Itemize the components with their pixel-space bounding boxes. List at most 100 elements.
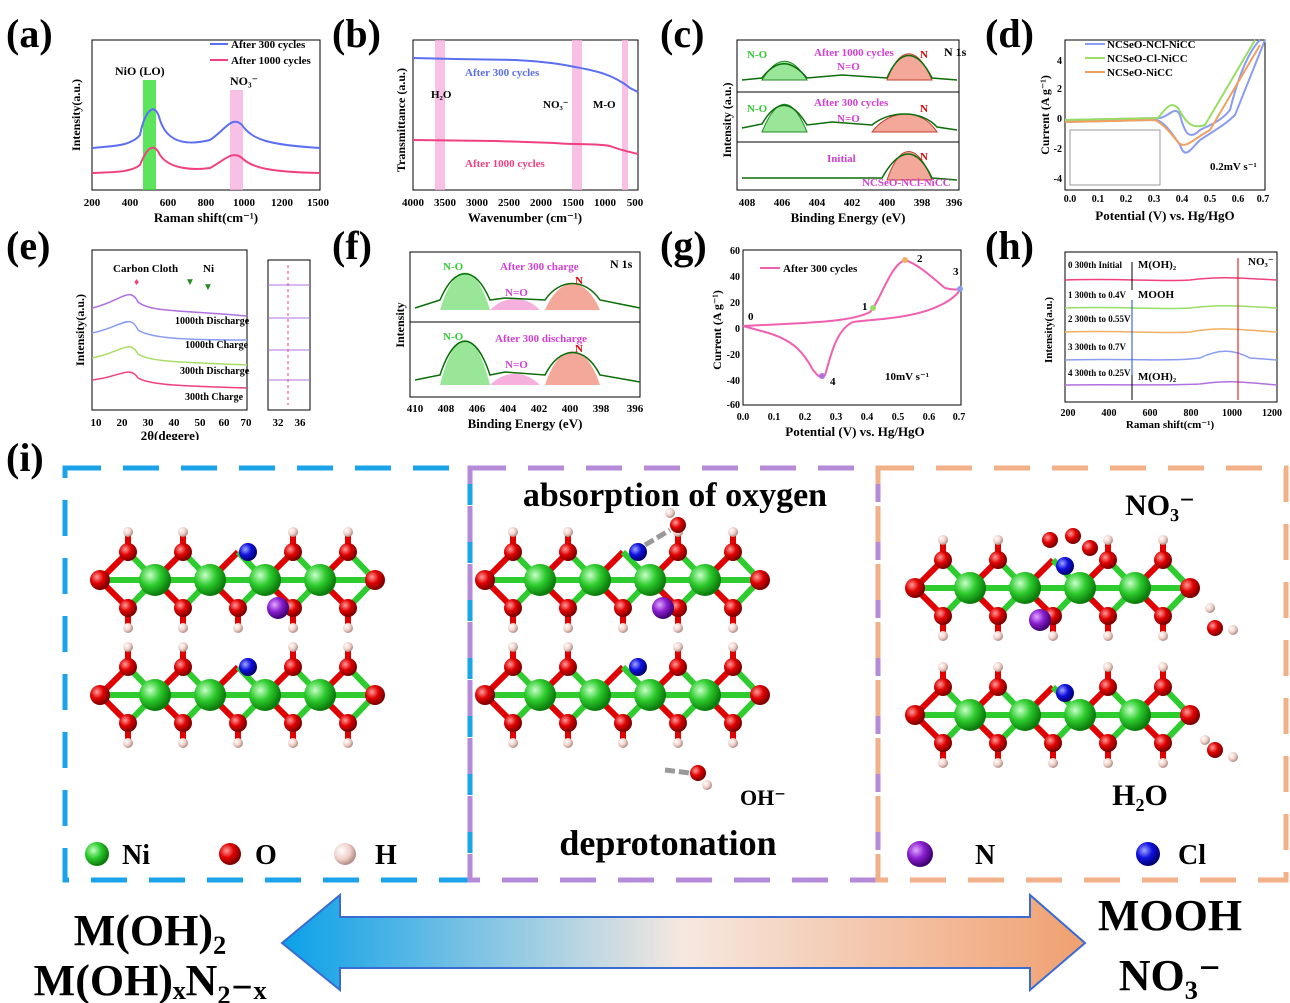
curve-label-1000: After 1000 cycles bbox=[465, 158, 546, 170]
structure-right-top bbox=[905, 528, 1238, 641]
structure-right-bottom bbox=[905, 662, 1238, 768]
svg-text:N: N bbox=[575, 275, 583, 287]
svg-text:408: 408 bbox=[438, 403, 455, 415]
svg-text:H: H bbox=[375, 840, 397, 871]
svg-text:N-O: N-O bbox=[443, 261, 464, 273]
panel-label-c: (c) bbox=[660, 14, 704, 54]
svg-text:402: 402 bbox=[844, 197, 861, 209]
absorption-label: absorption of oxygen bbox=[523, 477, 827, 514]
svg-text:3: 3 bbox=[953, 266, 959, 278]
panel-h-raman: 0 300th Initial 1 300th to 0.4V 2 300th … bbox=[1040, 240, 1285, 430]
svg-text:N 1s: N 1s bbox=[944, 45, 967, 59]
h2o-label: H₂O bbox=[1112, 779, 1168, 812]
x-ticks: 4000 3500 3000 2500 2000 1500 1000 500 bbox=[402, 197, 644, 209]
svg-text:200: 200 bbox=[84, 197, 101, 209]
svg-text:40: 40 bbox=[730, 272, 740, 283]
svg-text:398: 398 bbox=[593, 403, 610, 415]
svg-text:NO₃⁻: NO₃⁻ bbox=[1248, 256, 1274, 268]
legend-1000: After 1000 cycles bbox=[231, 55, 312, 67]
raman-curve-300 bbox=[92, 109, 320, 148]
svg-text:♦: ♦ bbox=[134, 277, 139, 288]
svg-text:10: 10 bbox=[91, 417, 103, 429]
svg-text:0.4: 0.4 bbox=[1176, 194, 1189, 205]
panel-f-xps: N-O After 300 charge N=O N N 1s N-O Afte… bbox=[395, 240, 655, 440]
y-axis-label: Transmittance (a.u.) bbox=[395, 68, 408, 172]
svg-text:0.1: 0.1 bbox=[1092, 194, 1105, 205]
svg-text:300th Discharge: 300th Discharge bbox=[180, 366, 250, 377]
svg-text:4: 4 bbox=[1057, 56, 1062, 67]
svg-text:0.6: 0.6 bbox=[923, 412, 936, 423]
svg-text:1 300th to 0.4V: 1 300th to 0.4V bbox=[1068, 290, 1126, 300]
svg-text:▼: ▼ bbox=[185, 277, 195, 288]
x-axis-label: Binding Energy (eV) bbox=[791, 210, 906, 225]
ann-mo: M-O bbox=[593, 99, 616, 111]
svg-text:N: N bbox=[920, 49, 928, 61]
svg-text:0.5: 0.5 bbox=[892, 412, 905, 423]
carbon-cloth-label: Carbon Cloth bbox=[113, 263, 178, 275]
svg-text:N=O: N=O bbox=[505, 287, 528, 299]
y-axis-label: Current (A g⁻¹) bbox=[710, 290, 724, 370]
svg-text:2: 2 bbox=[1057, 84, 1062, 95]
svg-text:1500: 1500 bbox=[562, 197, 585, 209]
svg-text:M(OH)₂: M(OH)₂ bbox=[1138, 371, 1177, 383]
right-label-2: NO₃⁻ bbox=[1119, 951, 1221, 1000]
svg-text:0.7: 0.7 bbox=[953, 412, 966, 423]
svg-text:32: 32 bbox=[273, 417, 285, 429]
svg-text:Current (A g⁻¹): Current (A g⁻¹) bbox=[1040, 75, 1052, 155]
svg-text:0.5: 0.5 bbox=[1204, 194, 1217, 205]
svg-text:NCSeO-NiCC: NCSeO-NiCC bbox=[1107, 67, 1173, 79]
svg-text:406: 406 bbox=[774, 197, 791, 209]
svg-text:2: 2 bbox=[917, 253, 923, 265]
x-ticks: 0.0 0.1 0.2 0.3 0.4 0.5 0.6 0.7 bbox=[737, 412, 966, 423]
left-label-2: M(OH)ₓN₂₋ₓ bbox=[34, 956, 267, 1003]
svg-text:4 300th to 0.25V: 4 300th to 0.25V bbox=[1068, 368, 1131, 378]
ftir-curve-1000 bbox=[413, 140, 638, 154]
svg-text:20: 20 bbox=[117, 417, 129, 429]
svg-text:800: 800 bbox=[1184, 408, 1199, 419]
svg-text:NCSeO-Cl-NiCC: NCSeO-Cl-NiCC bbox=[1107, 53, 1188, 65]
svg-text:N=O: N=O bbox=[837, 61, 860, 73]
svg-text:After 300 discharge: After 300 discharge bbox=[495, 333, 587, 345]
curve-label-300: After 300 cycles bbox=[465, 67, 540, 79]
svg-text:N=O: N=O bbox=[837, 113, 860, 125]
x-axis-label: Potential (V) vs. Hg/HgO bbox=[785, 424, 924, 439]
svg-text:400: 400 bbox=[562, 403, 579, 415]
svg-text:1200: 1200 bbox=[271, 197, 294, 209]
right-label-1: MOOH bbox=[1098, 891, 1242, 940]
x-ticks: 410 408 406 404 402 400 398 396 bbox=[407, 403, 644, 415]
svg-text:0.0: 0.0 bbox=[1064, 194, 1077, 205]
svg-text:1: 1 bbox=[862, 301, 868, 313]
svg-text:70: 70 bbox=[241, 417, 253, 429]
nio-band bbox=[143, 80, 156, 190]
no3-label-top: NO₃⁻ bbox=[1125, 489, 1195, 522]
svg-text:-4: -4 bbox=[1054, 174, 1062, 185]
x-axis-label: Binding Energy (eV) bbox=[468, 416, 583, 431]
svg-text:N 1s: N 1s bbox=[610, 257, 633, 271]
svg-text:404: 404 bbox=[500, 403, 517, 415]
y-axis-label: Intensity (a.u.) bbox=[722, 82, 734, 157]
svg-text:600: 600 bbox=[1143, 408, 1158, 419]
svg-text:400: 400 bbox=[1102, 408, 1117, 419]
svg-text:1000th Discharge: 1000th Discharge bbox=[175, 316, 250, 327]
svg-text:60: 60 bbox=[219, 417, 231, 429]
x-axis-label: 2θ(degere) bbox=[141, 428, 200, 440]
svg-text:Ni: Ni bbox=[203, 263, 214, 275]
svg-text:0: 0 bbox=[748, 311, 754, 323]
svg-text:396: 396 bbox=[627, 403, 644, 415]
svg-text:▼: ▼ bbox=[203, 282, 213, 293]
svg-text:0: 0 bbox=[735, 324, 740, 335]
svg-text:404: 404 bbox=[809, 197, 826, 209]
svg-text:396: 396 bbox=[946, 197, 963, 209]
svg-text:N: N bbox=[920, 151, 928, 163]
scan-rate: 10mV s⁻¹ bbox=[885, 371, 929, 383]
svg-text:Initial: Initial bbox=[827, 153, 856, 165]
svg-text:0.2: 0.2 bbox=[799, 412, 812, 423]
svg-text:-2: -2 bbox=[1054, 144, 1062, 155]
svg-text:0.2: 0.2 bbox=[1120, 194, 1133, 205]
svg-text:N-O: N-O bbox=[747, 49, 768, 61]
structure-left-bottom bbox=[90, 642, 385, 748]
double-arrow bbox=[282, 895, 1085, 990]
svg-text:0.4: 0.4 bbox=[861, 412, 874, 423]
svg-text:2000: 2000 bbox=[530, 197, 553, 209]
svg-text:2500: 2500 bbox=[498, 197, 521, 209]
